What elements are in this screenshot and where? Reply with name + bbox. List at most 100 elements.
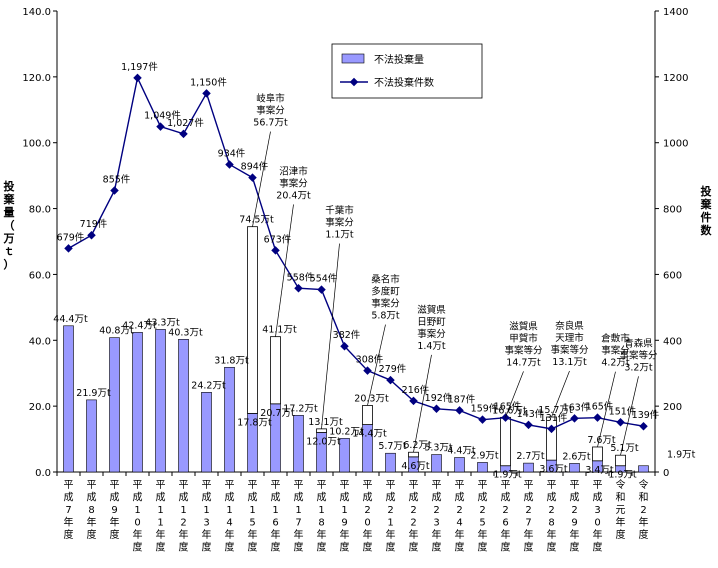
bar-total-label: 13.1万t [308, 417, 343, 428]
bar-amount [523, 462, 534, 473]
x-tick-label-char: 平 [87, 480, 97, 491]
x-tick-label-char: 成 [202, 492, 212, 504]
x-tick-label-char: 9 [341, 518, 347, 529]
annotation-line: 1.1万t [325, 230, 354, 241]
y-axis-title-char: ｔ [4, 245, 15, 258]
x-tick-label-char: 1 [180, 505, 186, 516]
x-tick-label-char: 度 [225, 541, 235, 554]
x-tick-label-char: 度 [271, 541, 281, 554]
count-label: 165件 [586, 401, 614, 413]
x-tick-label-char: 平 [110, 480, 120, 491]
left-tick-label: 140.0 [22, 7, 51, 18]
x-tick-label-char: 度 [409, 541, 419, 554]
annotation-line: 56.7万t [253, 118, 288, 129]
x-tick-label-char: 年 [478, 528, 488, 541]
x-tick-label-char: 年 [547, 528, 557, 541]
x-tick-label-char: 2 [364, 505, 370, 516]
x-tick-label-char: 度 [179, 541, 189, 554]
bar-amount [638, 465, 649, 473]
annotation-line: 日野町 [417, 317, 446, 328]
x-tick-label-char: 成 [294, 492, 304, 504]
bar-value-label: 4.4万t [447, 446, 476, 457]
bar-value-label: 40.3万t [168, 327, 203, 338]
right-tick-label: 1200 [663, 73, 688, 84]
bar-amount [109, 337, 120, 473]
legend-bar-swatch [341, 53, 365, 64]
x-tick-label-char: 2 [502, 505, 508, 516]
annotation-line: 天理市 [555, 332, 584, 344]
x-tick-label-char: 0 [134, 518, 140, 529]
x-tick-label-char: 平 [386, 480, 396, 491]
count-marker [202, 89, 211, 98]
bar-value-label: 1.9万t [608, 470, 637, 481]
annotation-line: 倉敷市 [601, 333, 630, 345]
right-tick-label: 200 [663, 402, 682, 413]
x-tick-label-char: 平 [570, 480, 580, 491]
x-tick-label-char: 年 [225, 528, 235, 541]
bar-amount [385, 452, 396, 473]
x-tick-label-char: 2 [410, 505, 416, 516]
annotation-line: 5.8万t [371, 311, 400, 322]
x-tick-label-char: 成 [409, 492, 419, 504]
count-label: 679件 [57, 231, 85, 243]
x-tick-label-char: 度 [478, 541, 488, 554]
y2-axis-title-char: 棄 [700, 197, 713, 211]
count-marker [179, 129, 188, 139]
x-tick-label-char: 平 [593, 480, 603, 491]
bar-value-label: 2.9万t [470, 450, 499, 461]
bar-value-label: 10.2万t [329, 426, 364, 437]
bar-amount [293, 415, 304, 473]
bar-total-label: 74.5万t [239, 215, 274, 226]
x-tick-label-char: 度 [386, 541, 396, 554]
x-tick-label-char: 2 [387, 505, 393, 516]
x-tick-label-char: 4 [456, 518, 462, 529]
annotation-line: 千葉市 [325, 205, 354, 217]
x-tick-label-char: 年 [340, 528, 350, 541]
right-tick-label: 800 [663, 205, 682, 216]
x-tick-label-char: 年 [409, 528, 419, 541]
x-tick-label-char: 2 [525, 505, 531, 516]
bar-special-case [362, 405, 373, 425]
count-marker [225, 160, 234, 169]
x-tick-label-char: 度 [156, 541, 166, 554]
x-tick-label-char: 7 [525, 518, 531, 529]
x-tick-label-char: 1 [203, 505, 209, 516]
x-tick-label-char: 年 [593, 528, 603, 541]
left-tick-label: 40.0 [29, 336, 51, 347]
bar-amount [477, 462, 488, 473]
x-tick-label-char: 成 [386, 492, 396, 504]
x-tick-label-char: 8 [548, 518, 554, 529]
count-label: 131件 [540, 412, 568, 424]
x-tick-label-char: 8 [318, 518, 324, 529]
count-label: 554件 [310, 273, 338, 285]
x-tick-label-char: 年 [501, 528, 511, 541]
count-label: 192件 [425, 392, 453, 404]
annotation-leader [252, 131, 271, 227]
annotation-line: 14.7万t [506, 357, 541, 368]
bar-amount [569, 463, 580, 473]
annotation-line: 事案等分 [550, 344, 589, 356]
x-tick-label-char: 年 [87, 516, 97, 529]
x-tick-label-char: 平 [225, 480, 235, 491]
count-label: 1,150件 [190, 76, 227, 88]
x-tick-label-char: 1 [157, 518, 163, 529]
bar-amount [155, 329, 166, 473]
count-label: 1,027件 [167, 117, 204, 129]
x-tick-label-char: 度 [317, 541, 327, 554]
bar-amount [178, 338, 189, 473]
y2-axis-title-char: 数 [701, 223, 713, 237]
bar-total-label: 6.2万t [403, 440, 432, 451]
x-tick-label-char: 4 [226, 518, 232, 529]
x-tick-label-char: 1 [387, 518, 393, 529]
y-axis-title-char: 量 [4, 206, 15, 219]
y2-axis-title-char: 投 [701, 184, 712, 198]
x-tick-label-char: 成 [271, 492, 281, 504]
left-tick-label: 20.0 [29, 402, 51, 413]
bar-special-case [270, 336, 281, 405]
annotation-leader [551, 370, 570, 418]
x-tick-label-char: 年 [248, 528, 258, 541]
x-tick-label-char: 年 [133, 528, 143, 541]
x-tick-label-char: 成 [455, 492, 465, 504]
